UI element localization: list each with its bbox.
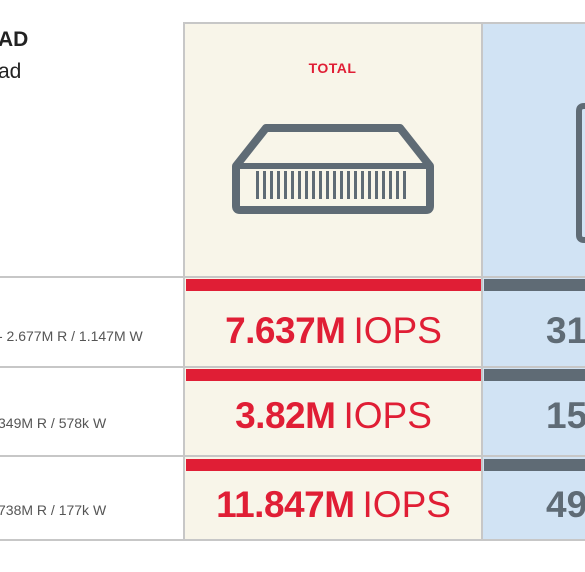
grid-vline [481,22,483,540]
grid-vline [183,22,185,540]
total-column-label: TOTAL [308,60,357,76]
row-accent-bar-next [484,369,585,381]
total-iops-value: 7.637M IOPS [186,311,481,359]
iops-unit: IOPS [343,395,432,436]
server-rack-icon [232,124,434,214]
iops-unit: IOPS [362,484,451,525]
grid-hline [0,539,585,541]
drive-icon [576,103,585,243]
row-accent-bar [186,459,481,471]
iops-number: 7.637M [225,310,346,351]
header-title: AD [0,28,29,51]
row-accent-bar [186,369,481,381]
row-accent-bar-next [484,279,585,291]
iops-number: 3.82M [235,395,336,436]
grid-hline-header-top [183,22,585,24]
row-accent-bar-next [484,459,585,471]
total-iops-value: 11.847M IOPS [186,485,481,533]
grid-hline [0,276,585,278]
iops-number: 11.847M [216,484,355,525]
total-iops-value: 3.82M IOPS [186,396,481,444]
row-breakdown-label: 349M R / 578k W [0,415,107,431]
header-subtitle: ad [0,60,22,83]
next-column-value: 49 [546,484,585,525]
row-breakdown-label: - 2.677M R / 1.147M W [0,328,143,344]
grid-hline [0,366,585,368]
grid-hline [0,455,585,457]
row-accent-bar [186,279,481,291]
next-column-value: 31 [546,310,585,351]
next-column-value: 159 [546,395,585,436]
iops-unit: IOPS [353,310,442,351]
row-breakdown-label: 738M R / 177k W [0,502,107,518]
